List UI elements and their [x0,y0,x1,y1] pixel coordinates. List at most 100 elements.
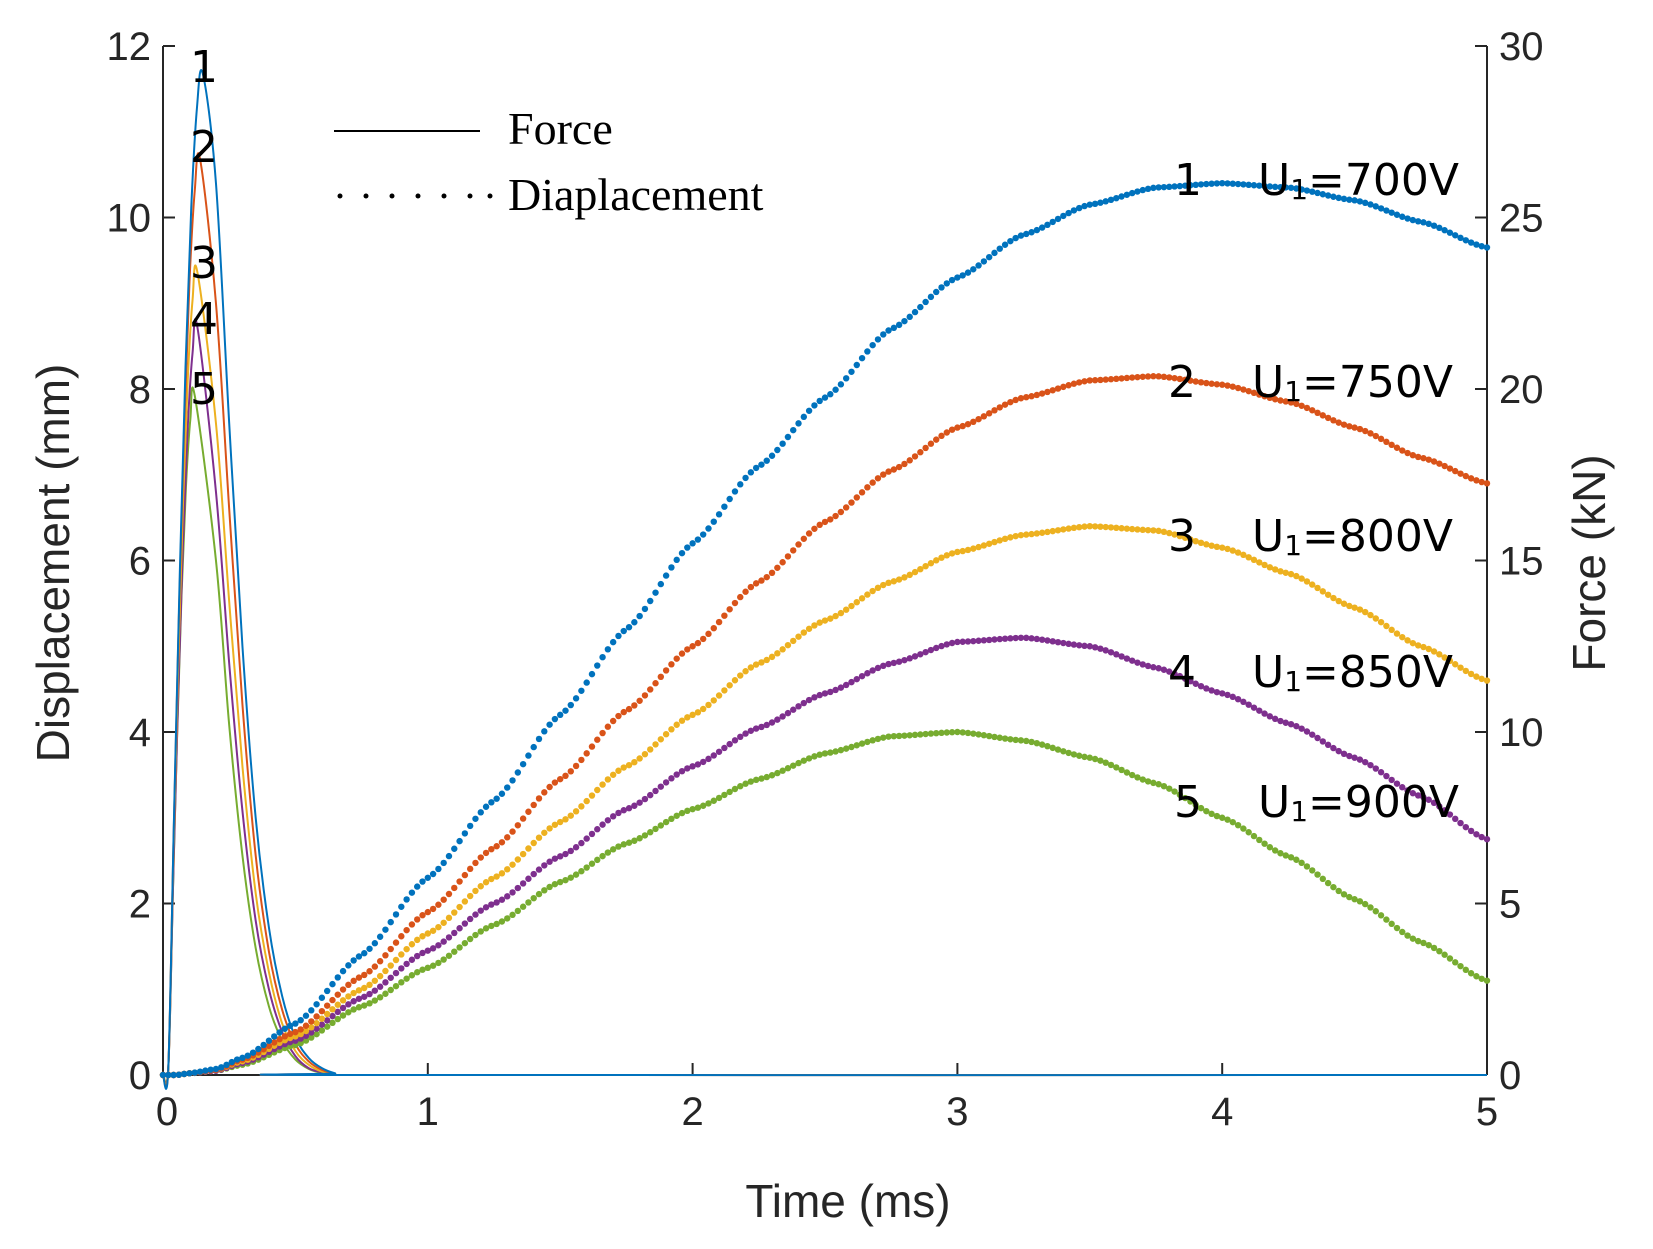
displacement-point-2 [403,926,410,934]
displacement-point-2 [922,444,929,452]
displacement-point-5 [1271,847,1279,854]
displacement-point-3 [1070,524,1078,532]
displacement-point-1 [1219,180,1226,187]
displacement-point-3 [546,825,553,832]
displacement-point-4 [933,644,940,652]
displacement-point-3 [699,705,707,713]
series-label-4-num: 4 [1168,647,1196,698]
displacement-point-5 [1409,935,1417,942]
displacement-point-1 [1086,201,1094,208]
displacement-point-5 [541,887,548,894]
displacement-point-2 [461,871,469,879]
displacement-point-1 [1091,200,1099,207]
displacement-point-5 [715,794,723,802]
displacement-point-4 [1155,665,1162,672]
displacement-point-4 [1070,641,1078,648]
displacement-point-5 [599,852,606,860]
displacement-point-1 [1462,237,1470,244]
displacement-point-5 [991,733,998,741]
displacement-point-3 [1097,523,1104,530]
displacement-point-1 [731,488,739,495]
displacement-point-4 [572,844,580,851]
displacement-point-5 [933,730,940,737]
displacement-point-1 [631,619,638,626]
displacement-point-4 [954,638,961,646]
displacement-point-5 [414,969,421,976]
series-label-2-num: 2 [1168,357,1196,408]
y-left-tick-label: 0 [129,1054,151,1098]
displacement-point-2 [1123,374,1131,382]
displacement-point-4 [1340,750,1348,757]
displacement-point-2 [615,712,622,720]
displacement-point-1 [297,1016,304,1024]
displacement-point-2 [684,646,691,653]
displacement-point-1 [334,974,341,981]
displacement-point-2 [699,635,707,643]
displacement-point-1 [970,266,977,273]
displacement-point-5 [784,765,792,772]
displacement-point-2 [493,843,500,850]
displacement-point-3 [567,812,574,819]
displacement-point-1 [1393,211,1401,218]
displacement-point-5 [1330,883,1337,891]
displacement-point-4 [482,904,490,911]
displacement-point-1 [805,407,813,414]
displacement-point-1 [493,795,500,802]
series-label-4-voltage: U1=850V [1252,647,1453,698]
displacement-point-3 [1224,545,1231,553]
displacement-point-3 [800,629,808,636]
displacement-point-3 [350,989,357,997]
displacement-point-3 [387,962,394,969]
displacement-point-4 [1319,738,1327,745]
displacement-point-4 [832,686,839,694]
displacement-point-5 [816,751,823,758]
displacement-point-2 [1457,470,1464,477]
displacement-point-1 [975,262,982,269]
displacement-point-2 [414,916,421,923]
displacement-point-1 [271,1033,278,1040]
displacement-point-3 [1102,523,1109,531]
displacement-point-2 [858,489,866,496]
displacement-point-3 [1414,642,1422,649]
displacement-point-4 [382,979,389,986]
displacement-point-5 [1240,825,1247,832]
displacement-point-3 [721,687,728,694]
displacement-point-4 [535,866,543,873]
displacement-point-2 [488,846,495,853]
displacement-point-1 [1441,227,1448,234]
displacement-point-5 [906,732,913,739]
displacement-point-3 [1144,526,1152,534]
displacement-point-5 [917,731,924,738]
displacement-point-4 [1287,720,1295,728]
displacement-point-3 [747,664,755,671]
displacement-point-1 [1081,202,1088,210]
displacement-point-2 [281,1033,289,1040]
displacement-point-2 [265,1042,273,1050]
displacement-point-2 [1044,388,1051,396]
displacement-point-3 [1017,531,1025,539]
displacement-point-1 [673,556,680,564]
displacement-point-5 [938,729,945,737]
displacement-point-5 [456,944,463,951]
displacement-point-1 [276,1029,283,1036]
displacement-point-5 [864,738,871,746]
displacement-point-4 [334,1008,341,1016]
displacement-point-3 [1404,637,1411,644]
displacement-point-4 [514,884,522,892]
displacement-point-1 [535,735,543,743]
displacement-point-2 [694,639,702,647]
displacement-point-3 [308,1024,315,1031]
displacement-point-2 [1086,377,1094,384]
displacement-point-4 [1076,642,1083,649]
displacement-point-3 [647,746,654,753]
displacement-point-5 [1293,856,1300,863]
displacement-point-1 [1425,220,1432,228]
displacement-point-4 [959,638,966,645]
displacement-point-4 [488,901,495,908]
displacement-point-2 [551,779,559,786]
displacement-point-3 [1166,529,1173,537]
displacement-point-1 [175,1071,183,1078]
displacement-point-5 [922,730,929,738]
displacement-point-4 [752,725,760,732]
displacement-point-1 [509,777,516,784]
